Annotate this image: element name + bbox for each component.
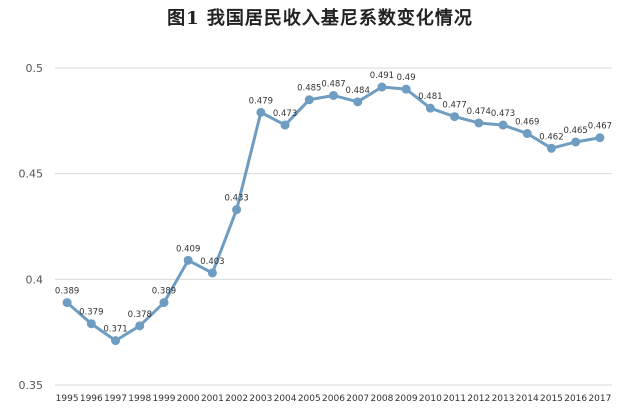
x-tick-label-2001: 2001: [201, 394, 224, 404]
y-tick-label: 0.4: [26, 273, 44, 286]
data-point-2000: [183, 255, 193, 265]
data-point-2013: [498, 120, 508, 130]
data-point-1997: [111, 336, 121, 346]
x-tick-label-2005: 2005: [298, 394, 321, 404]
x-tick-label-2013: 2013: [492, 394, 515, 404]
data-point-2010: [425, 103, 435, 113]
data-label-2011: 0.477: [442, 101, 466, 111]
data-label-1998: 0.378: [128, 310, 152, 320]
data-point-2011: [450, 112, 460, 122]
x-tick-label-2016: 2016: [564, 394, 587, 404]
chart-title: 图1 我国居民收入基尼系数变化情况: [167, 8, 473, 29]
data-label-1999: 0.389: [152, 287, 176, 297]
y-tick-label: 0.45: [19, 168, 44, 181]
x-tick-label-1999: 1999: [153, 394, 176, 404]
x-tick-label-2007: 2007: [346, 394, 369, 404]
data-label-2007: 0.484: [346, 86, 370, 96]
x-tick-label-2011: 2011: [443, 394, 466, 404]
data-label-2016: 0.465: [564, 126, 588, 136]
data-point-2003: [256, 107, 266, 117]
data-label-1997: 0.371: [103, 325, 127, 335]
data-point-2017: [595, 133, 605, 143]
data-point-2012: [474, 118, 484, 128]
data-point-2001: [207, 268, 217, 278]
data-point-2006: [329, 90, 338, 100]
data-label-2006: 0.487: [321, 79, 345, 89]
x-tick-label-2006: 2006: [322, 394, 345, 404]
x-tick-label-2002: 2002: [225, 394, 248, 404]
data-point-2002: [232, 205, 242, 215]
x-tick-label-2003: 2003: [249, 394, 272, 404]
data-point-2014: [522, 129, 532, 139]
data-label-2005: 0.485: [297, 84, 321, 94]
data-label-2010: 0.481: [418, 92, 442, 102]
x-tick-label-2000: 2000: [177, 394, 200, 404]
data-label-2003: 0.479: [249, 96, 273, 106]
y-tick-label: 0.35: [19, 379, 44, 392]
data-point-1999: [159, 298, 169, 308]
data-point-2004: [280, 120, 290, 130]
x-tick-label-1996: 1996: [80, 394, 103, 404]
data-point-2005: [304, 95, 314, 105]
data-point-1996: [86, 319, 96, 329]
x-tick-label-2017: 2017: [588, 394, 611, 404]
data-point-2008: [377, 82, 387, 92]
data-label-2014: 0.469: [515, 118, 539, 128]
data-label-1995: 0.389: [55, 287, 79, 297]
x-tick-label-2009: 2009: [395, 394, 418, 404]
data-label-2015: 0.462: [539, 132, 563, 142]
x-tick-label-2004: 2004: [274, 394, 297, 404]
data-point-2015: [546, 143, 556, 153]
data-label-2001: 0.403: [200, 257, 224, 267]
data-label-2012: 0.474: [467, 107, 491, 117]
x-tick-label-1995: 1995: [56, 394, 79, 404]
data-label-2002: 0.433: [224, 194, 248, 204]
data-point-1998: [135, 321, 145, 331]
x-tick-label-2008: 2008: [370, 394, 393, 404]
data-label-2004: 0.473: [273, 109, 297, 119]
x-tick-label-2012: 2012: [467, 394, 490, 404]
data-point-2009: [401, 84, 411, 94]
x-tick-label-2010: 2010: [419, 394, 442, 404]
data-label-2000: 0.409: [176, 244, 200, 254]
x-tick-label-1997: 1997: [104, 394, 127, 404]
x-tick-label-2014: 2014: [516, 394, 539, 404]
data-label-2017: 0.467: [588, 122, 612, 132]
data-point-2007: [353, 97, 363, 107]
data-label-2008: 0.491: [370, 71, 394, 81]
data-label-1996: 0.379: [79, 308, 103, 318]
data-point-2016: [571, 137, 581, 147]
y-tick-label: 0.5: [26, 62, 44, 75]
x-tick-label-1998: 1998: [128, 394, 151, 404]
data-label-2013: 0.473: [491, 109, 515, 119]
x-tick-label-2015: 2015: [540, 394, 563, 404]
data-point-1995: [62, 298, 72, 308]
data-label-2009: 0.49: [397, 73, 416, 83]
